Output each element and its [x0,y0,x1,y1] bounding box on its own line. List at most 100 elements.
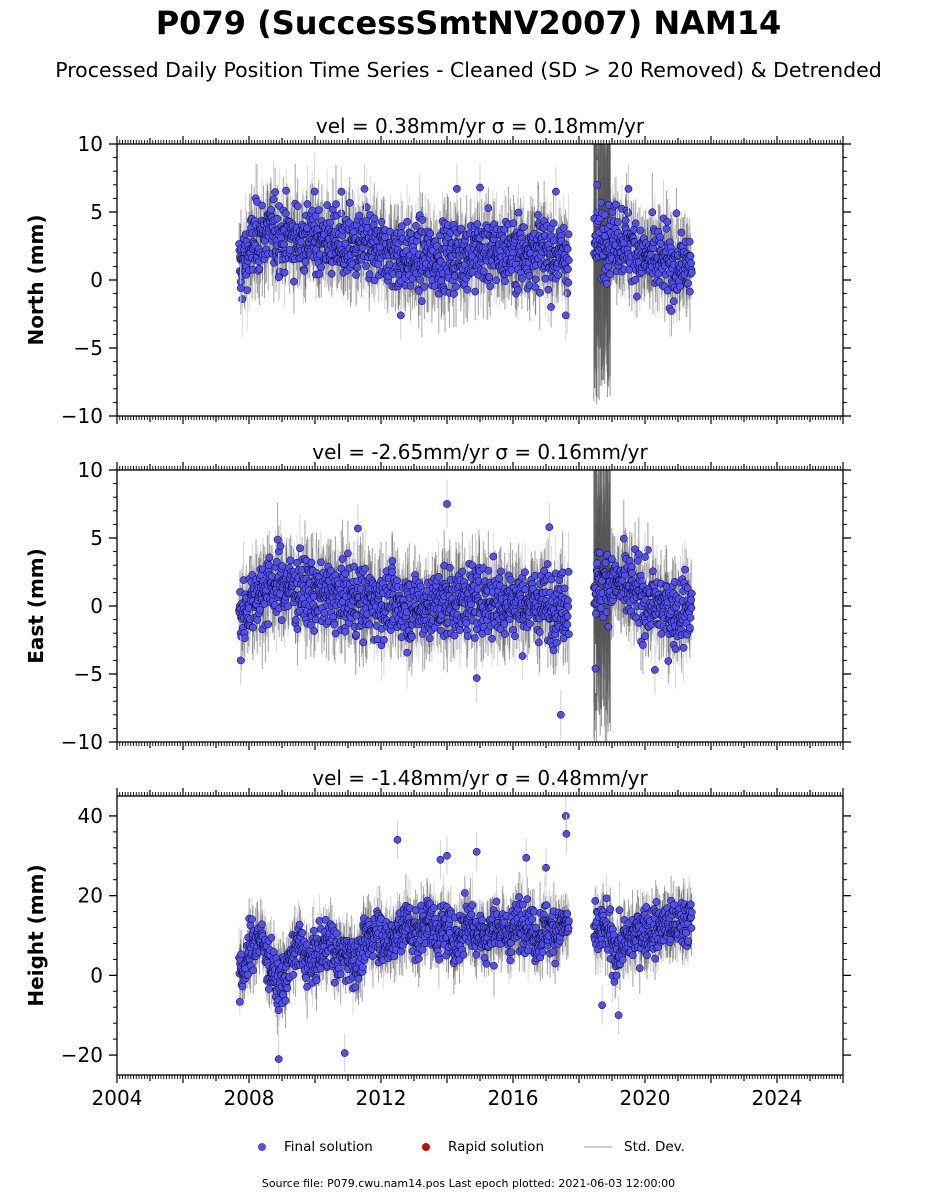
data-point [267,206,275,214]
data-point [613,218,622,226]
data-point [370,214,379,223]
data-point [479,267,488,276]
data-point [377,218,386,226]
data-point [519,223,528,232]
data-point [631,276,639,284]
data-point [471,287,480,296]
panel-title: vel = -2.65mm/yr σ = 0.16mm/yr [312,440,648,464]
data-point [492,276,501,285]
data-point [238,295,247,304]
data-point [684,279,692,288]
data-point [648,208,657,217]
data-point [561,311,570,320]
data-point [297,237,305,246]
data-point [485,273,494,281]
data-point [341,239,350,248]
data-point [408,274,417,283]
data-point [662,224,671,233]
data-point [593,180,602,189]
data-point [397,222,406,231]
data-point [535,288,544,297]
data-point [240,634,249,643]
data-point [337,187,346,196]
data-point [414,287,423,295]
y-axis-label: North (mm) [24,214,48,345]
data-point [636,226,645,235]
data-point [265,553,274,562]
data-point [559,223,568,232]
data-point [452,282,460,291]
data-point [564,265,572,274]
data-layer [235,470,696,742]
data-point [518,274,526,283]
data-point [323,201,332,209]
data-point [311,212,320,221]
data-point [273,214,282,223]
data-point [385,260,394,269]
data-point [600,210,609,219]
data-point [280,268,289,277]
data-point [258,201,266,210]
data-point [290,277,298,286]
data-point [326,218,334,227]
data-point [534,211,542,219]
data-point [345,198,354,207]
data-point [676,282,684,291]
y-tick-label: 5 [90,200,103,224]
y-tick-label: 10 [78,132,103,156]
data-point [597,198,605,207]
data-point [264,620,273,629]
y-tick-label: 0 [90,268,103,292]
data-point [301,258,310,266]
data-point [274,273,283,282]
data-point [352,271,360,279]
data-point [370,276,379,285]
data-point [416,275,424,284]
data-point [687,268,696,277]
data-point [509,219,518,228]
data-point [314,206,323,215]
data-point [406,281,415,290]
data-point [513,286,522,294]
data-point [449,290,458,298]
data-point [315,270,324,278]
data-point [243,286,252,295]
data-point [606,270,614,279]
data-point [281,209,290,218]
data-point [500,225,509,234]
data-point [255,265,264,273]
panel-north: vel = 0.38mm/yr σ = 0.18mm/yr North (mm) −… [24,114,851,428]
data-point [602,279,611,288]
data-point [300,266,309,275]
data-point [412,221,420,230]
data-point [457,224,465,233]
y-tick-label: −5 [74,336,103,360]
data-point [563,244,572,253]
data-point [355,211,364,220]
data-point [282,186,290,195]
data-point [544,285,553,294]
data-point [273,535,282,544]
data-point [362,262,370,270]
data-point [564,230,573,239]
data-point [656,239,665,248]
data-point [353,263,362,272]
y-tick-label: −10 [61,404,103,428]
data-point [265,561,273,570]
data-point [633,292,641,301]
data-point [420,282,429,291]
y-axis-label: East (mm) [24,548,48,664]
data-point [564,278,573,287]
data-point [269,195,278,204]
data-point [272,557,281,566]
data-point [396,311,405,320]
data-point [554,271,563,280]
data-point [531,283,540,292]
data-point [486,282,495,291]
data-point [303,200,312,208]
data-point [256,605,264,614]
data-point [463,285,472,294]
data-point [687,259,696,268]
